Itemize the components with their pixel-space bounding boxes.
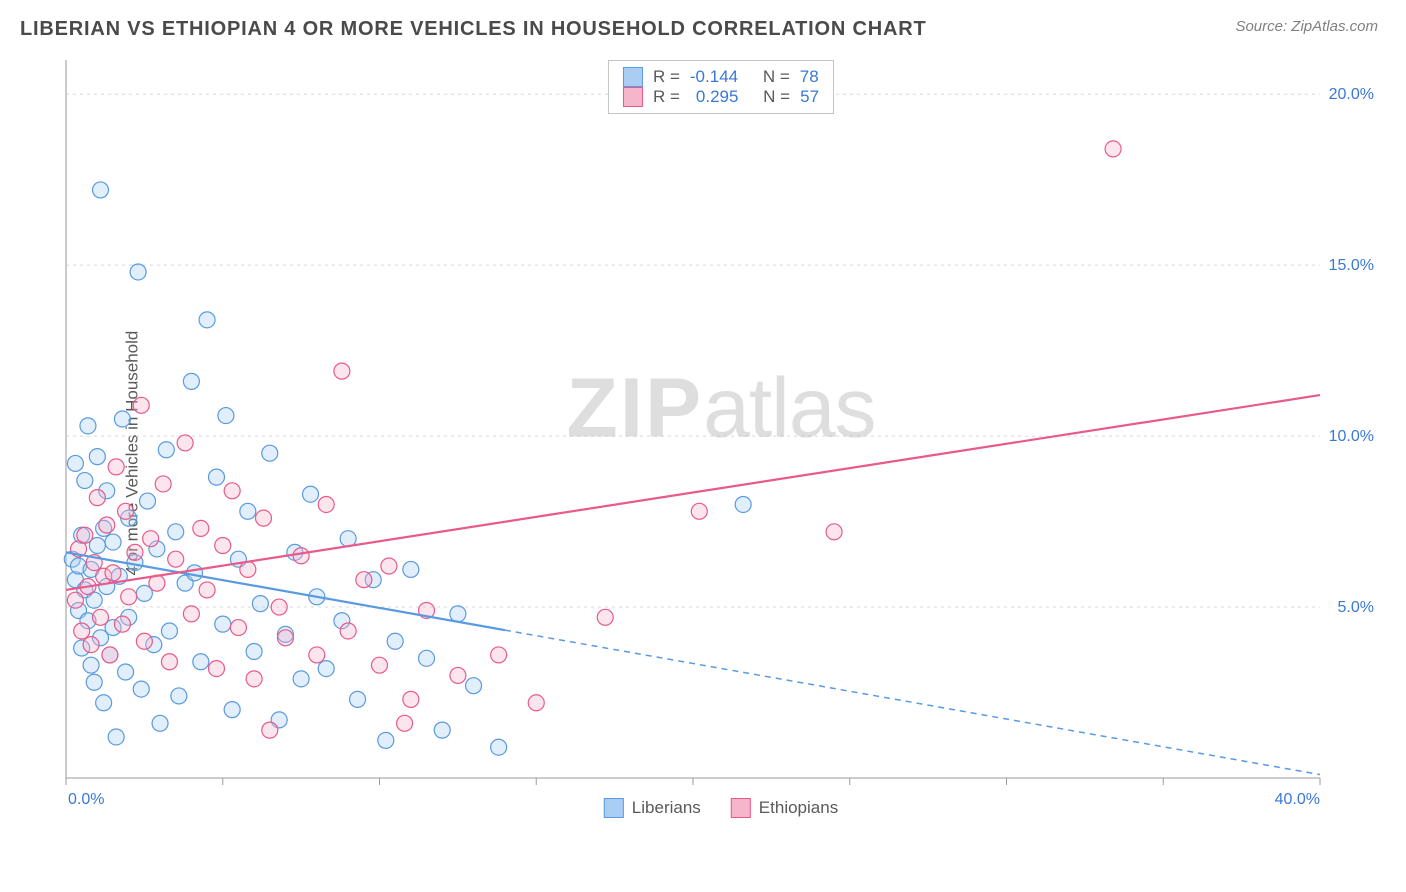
svg-text:40.0%: 40.0%: [1275, 791, 1320, 808]
bottom-legend: Liberians Ethiopians: [604, 798, 838, 818]
legend-label-ethiopians: Ethiopians: [759, 798, 838, 818]
svg-text:10.0%: 10.0%: [1329, 428, 1374, 445]
stats-row-ethiopians: R = 0.295 N = 57: [623, 87, 819, 107]
chart-title: LIBERIAN VS ETHIOPIAN 4 OR MORE VEHICLES…: [20, 18, 926, 41]
liberians-r-value: -0.144: [690, 67, 738, 87]
svg-text:5.0%: 5.0%: [1338, 599, 1374, 616]
stats-legend: R = -0.144 N = 78 R = 0.295 N = 57: [608, 60, 834, 114]
svg-text:20.0%: 20.0%: [1329, 86, 1374, 103]
chart-container: 4 or more Vehicles in Household 0.0%40.0…: [20, 58, 1380, 848]
r-label: R =: [653, 87, 680, 107]
ethiopians-n-value: 57: [800, 87, 819, 107]
legend-label-liberians: Liberians: [632, 798, 701, 818]
liberians-n-value: 78: [800, 67, 819, 87]
n-label: N =: [763, 87, 790, 107]
swatch-ethiopians: [623, 87, 643, 107]
swatch-liberians-icon: [604, 798, 624, 818]
chart-svg: 0.0% 40.0% 5.0% 10.0% 15.0% 20.0%: [62, 58, 1380, 818]
legend-item-ethiopians: Ethiopians: [731, 798, 838, 818]
plot-area: 0.0%40.0%5.0%10.0%15.0%20.0% ZIPatlas R …: [62, 58, 1380, 818]
stats-row-liberians: R = -0.144 N = 78: [623, 67, 819, 87]
r-label: R =: [653, 67, 680, 87]
source-label: Source: ZipAtlas.com: [1235, 18, 1378, 35]
n-label: N =: [763, 67, 790, 87]
swatch-ethiopians-icon: [731, 798, 751, 818]
ethiopians-r-value: 0.295: [690, 87, 739, 107]
legend-item-liberians: Liberians: [604, 798, 701, 818]
svg-text:0.0%: 0.0%: [68, 791, 104, 808]
swatch-liberians: [623, 67, 643, 87]
svg-text:15.0%: 15.0%: [1329, 257, 1374, 274]
